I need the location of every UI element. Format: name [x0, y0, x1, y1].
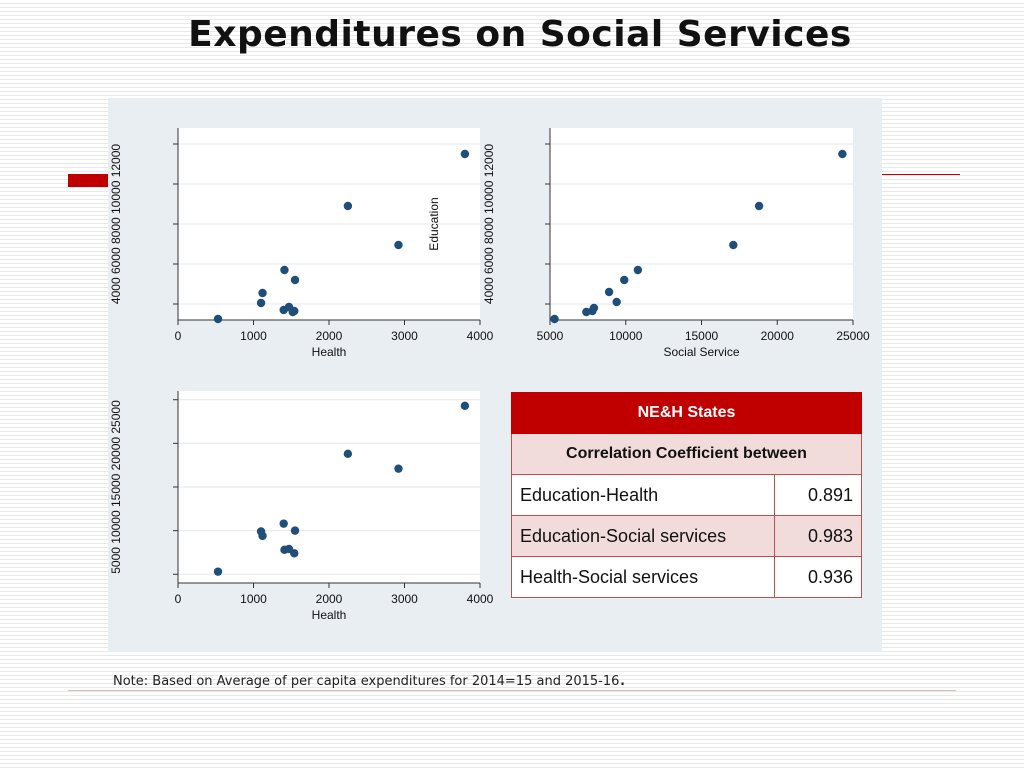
data-point	[604, 287, 614, 297]
data-point	[729, 240, 738, 250]
x-tick-label: 15000	[685, 329, 719, 343]
x-tick-label: 5000	[537, 329, 564, 343]
data-point	[213, 567, 223, 576]
table-row: Education-Social services 0.983	[511, 515, 862, 557]
data-point	[838, 149, 847, 159]
footnote-period: .	[619, 666, 626, 690]
data-point	[460, 401, 470, 411]
x-tick-label: 4000	[467, 329, 494, 343]
correlation-table: NE&H States Correlation Coefficient betw…	[511, 392, 862, 598]
row-value: 0.891	[774, 474, 862, 516]
data-point	[589, 303, 599, 313]
y-tick-labels: 4000 6000 8000 10000 12000	[482, 144, 496, 304]
data-point	[290, 306, 299, 316]
table-row: Health-Social services 0.936	[511, 556, 862, 598]
x-tick-label: 1000	[240, 329, 267, 343]
x-tick-label: 2000	[316, 329, 343, 343]
accent-line	[880, 174, 960, 175]
table-header: NE&H States	[511, 392, 862, 434]
footnote-text: Note: Based on Average of per capita exp…	[113, 674, 620, 689]
x-tick-label: 2000	[316, 592, 343, 606]
data-point	[258, 288, 267, 298]
footnote: Note: Based on Average of per capita exp…	[113, 668, 626, 689]
x-axis-title: Health	[312, 345, 347, 359]
x-tick-label: 20000	[761, 329, 795, 343]
data-point	[256, 298, 266, 308]
data-point	[394, 240, 403, 250]
data-point	[290, 526, 300, 535]
data-point	[279, 519, 288, 528]
accent-bar	[68, 174, 110, 187]
data-point	[280, 265, 289, 275]
x-tick-label: 3000	[391, 592, 418, 606]
data-point	[213, 314, 223, 324]
row-label: Health-Social services	[511, 556, 775, 598]
x-tick-label: 0	[175, 329, 182, 343]
data-point	[394, 464, 403, 473]
table-subheader: Correlation Coefficient between	[511, 433, 862, 475]
row-value: 0.936	[774, 556, 862, 598]
page-title: Expenditures on Social Services	[188, 14, 852, 55]
row-label: Education-Social services	[511, 515, 775, 557]
data-point	[612, 297, 621, 307]
row-value: 0.983	[774, 515, 862, 557]
data-point	[754, 201, 764, 211]
row-label: Education-Health	[511, 474, 775, 516]
x-tick-label: 25000	[836, 329, 870, 343]
table-row: Education-Health 0.891	[511, 474, 862, 516]
data-point	[550, 314, 559, 324]
x-tick-label: 1000	[240, 592, 267, 606]
x-tick-label: 3000	[391, 329, 418, 343]
chart-panel: 4000 6000 8000 10000 12000 0 1000 2000 3000 4…	[108, 98, 882, 652]
bottom-divider	[68, 690, 956, 691]
data-point	[633, 265, 643, 275]
scatter-plots: 4000 6000 8000 10000 12000 0 1000 2000 3000 4…	[109, 128, 870, 622]
x-tick-label: 0	[175, 592, 182, 606]
data-point	[343, 449, 353, 459]
data-point	[460, 149, 470, 159]
y-axis-title: Education	[427, 197, 441, 250]
y-tick-labels: 4000 6000 8000 10000 12000	[109, 144, 123, 304]
y-tick-labels: 5000 10000 15000 20000 25000	[109, 400, 123, 574]
x-tick-label: 10000	[609, 329, 643, 343]
x-tick-label: 4000	[467, 592, 494, 606]
data-point	[620, 275, 629, 285]
data-point	[258, 531, 267, 541]
data-point	[290, 275, 300, 285]
data-point	[290, 549, 299, 558]
x-axis-title: Social Service	[663, 345, 739, 359]
x-axis-title: Health	[312, 608, 347, 622]
data-point	[343, 201, 353, 211]
